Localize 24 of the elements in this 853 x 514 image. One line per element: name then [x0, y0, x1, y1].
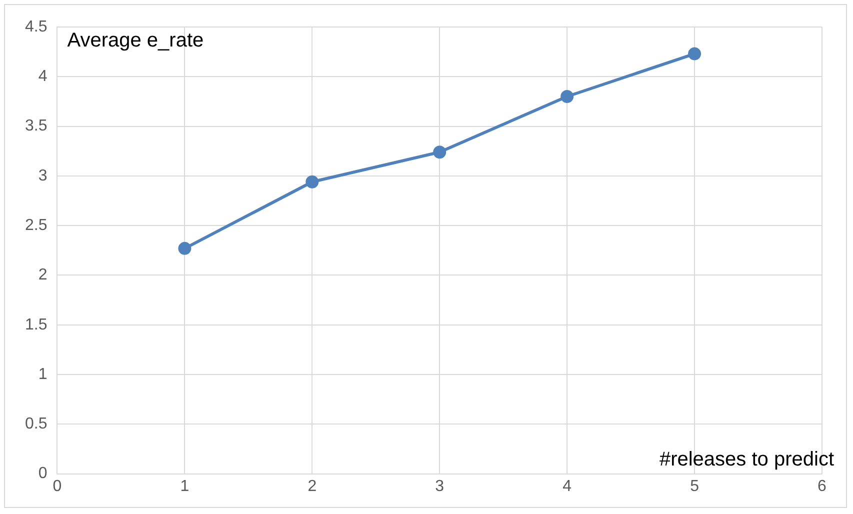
y-tick-label: 3: [38, 167, 48, 184]
y-axis-title: Average e_rate: [67, 30, 204, 52]
x-tick-label: 0: [52, 478, 62, 495]
x-tick-label: 5: [690, 478, 700, 495]
x-axis-title: #releases to predict: [659, 448, 834, 470]
x-tick-label: 1: [180, 478, 190, 495]
point: [688, 47, 702, 60]
point: [306, 175, 319, 188]
y-tick-label: 4.5: [24, 18, 48, 36]
x-tick-label: 2: [308, 478, 317, 495]
y-tick-label: 4: [38, 68, 48, 86]
y-tick-label: 1: [38, 366, 48, 383]
point: [560, 90, 574, 103]
y-tick-label: 2: [38, 266, 48, 284]
y-tick-label: 1.5: [24, 316, 48, 334]
y-tick-label: 0.5: [24, 416, 48, 433]
y-tick-label: 2.5: [24, 216, 48, 234]
x-tick-label: 4: [562, 478, 572, 495]
point: [433, 146, 446, 159]
x-tick-label: 6: [818, 478, 827, 495]
y-tick-label: 3.5: [24, 118, 48, 135]
point: [178, 242, 192, 255]
y-tick-label: 0: [38, 465, 48, 482]
x-tick-label: 3: [435, 478, 444, 495]
